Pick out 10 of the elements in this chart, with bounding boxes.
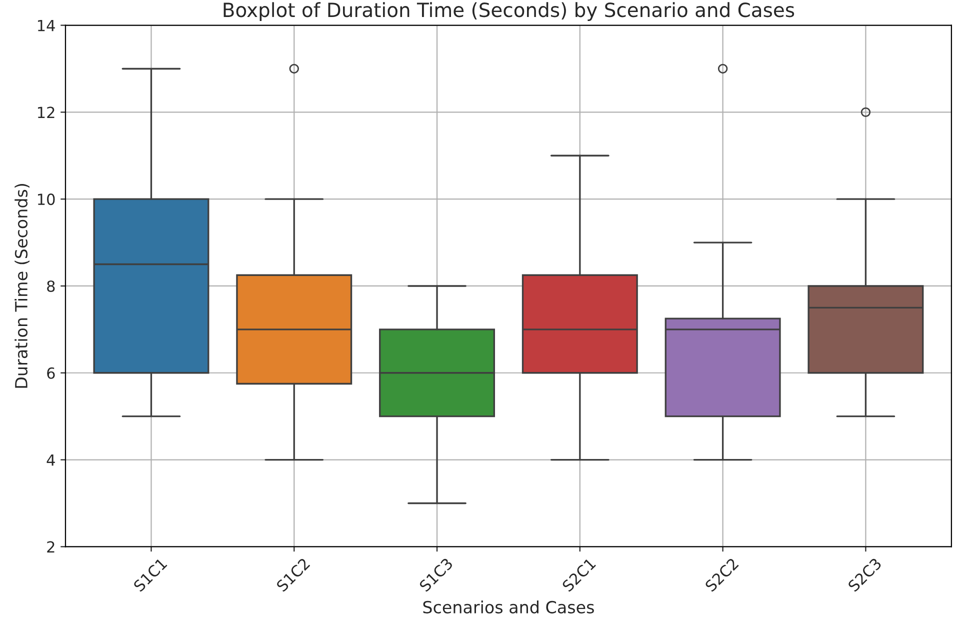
y-tick-label: 14 — [38, 20, 55, 32]
y-tick-label: 10 — [38, 194, 55, 206]
chart-title: Boxplot of Duration Time (Seconds) by Scenario and Cases — [224, 2, 794, 21]
y-tick-label: 4 — [46, 454, 55, 466]
y-tick-label: 8 — [47, 280, 55, 292]
x-axis-title: Scenarios and Cases — [423, 600, 594, 614]
y-tick-label: 6 — [47, 367, 55, 379]
y-axis-title: Duration Time (Seconds) — [14, 184, 30, 388]
y-tick-label: 2 — [47, 541, 54, 552]
y-tick-label: 12 — [38, 106, 54, 118]
